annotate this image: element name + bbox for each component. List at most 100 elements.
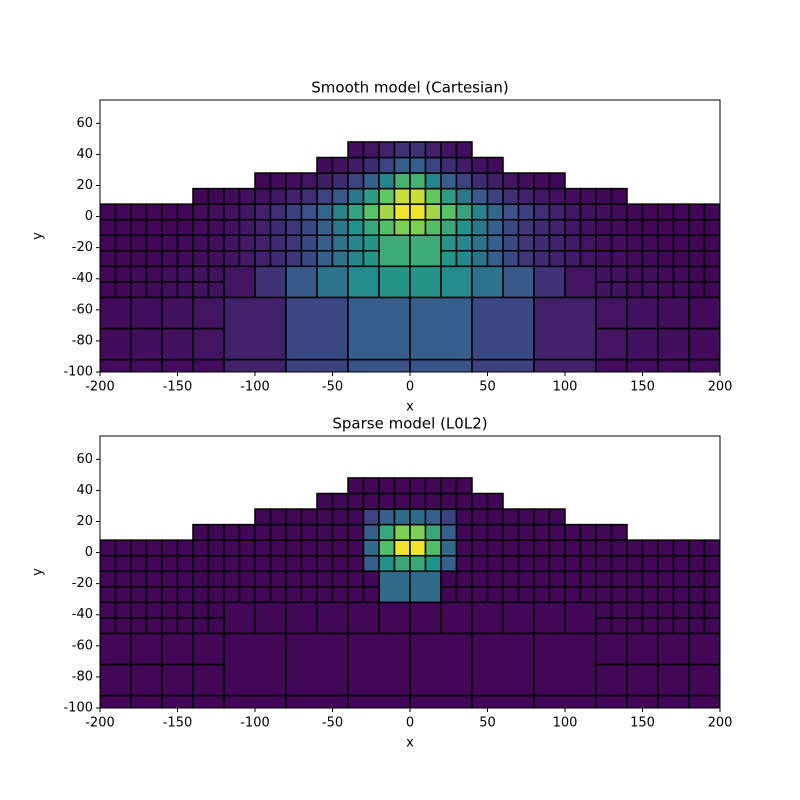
cell: [440, 187, 458, 205]
cell: [347, 203, 365, 221]
cell: [285, 632, 349, 697]
cell: [192, 617, 210, 635]
cell: [176, 234, 194, 252]
cell: [548, 523, 566, 541]
cell: [285, 586, 303, 604]
cell: [316, 187, 334, 205]
cell: [502, 218, 520, 236]
cell: [703, 250, 720, 268]
cell: [207, 187, 225, 205]
cell: [285, 234, 303, 252]
cell: [533, 172, 551, 190]
cell: [207, 250, 225, 268]
cell: [688, 203, 706, 221]
cell: [424, 218, 442, 236]
cell: [517, 508, 535, 526]
cell: [626, 234, 644, 252]
cell: [362, 218, 380, 236]
cell: [657, 265, 675, 283]
x-tick-label: -200: [85, 380, 115, 395]
cell: [316, 265, 349, 299]
cell: [564, 570, 582, 588]
cell: [347, 523, 365, 541]
cell: [579, 218, 597, 236]
cell: [223, 570, 241, 588]
cell: [533, 203, 551, 221]
cell: [145, 265, 163, 283]
cell: [471, 508, 489, 526]
cell: [626, 218, 644, 236]
cell: [409, 570, 442, 604]
x-tick-label: 0: [406, 380, 414, 395]
cell: [672, 265, 690, 283]
x-tick-label: 200: [708, 716, 733, 731]
cell: [393, 539, 411, 557]
cell: [548, 554, 566, 572]
cell: [455, 234, 473, 252]
cell: [207, 265, 225, 283]
cell: [378, 554, 396, 572]
cell: [223, 187, 241, 205]
cell: [114, 601, 132, 619]
cell: [440, 523, 458, 541]
cell: [285, 508, 303, 526]
cell: [362, 508, 380, 526]
cell: [254, 187, 272, 205]
cell: [238, 586, 256, 604]
cell: [145, 586, 163, 604]
cell: [455, 141, 473, 159]
cell: [688, 327, 720, 361]
cell: [610, 281, 628, 299]
cell: [223, 554, 241, 572]
cell: [657, 539, 675, 557]
cell: [595, 539, 613, 557]
cell: [145, 281, 163, 299]
cell: [100, 265, 117, 283]
cell: [192, 187, 210, 205]
cell: [100, 632, 132, 666]
cell: [362, 156, 380, 174]
cell: [626, 554, 644, 572]
cell: [626, 539, 644, 557]
cell: [455, 203, 473, 221]
cell: [502, 250, 520, 268]
cell: [145, 617, 163, 635]
y-tick-label: -80: [72, 333, 93, 348]
cell: [114, 539, 132, 557]
cell: [362, 187, 380, 205]
cell: [440, 172, 458, 190]
cell: [440, 586, 458, 604]
mesh: [100, 141, 720, 372]
cell: [641, 539, 659, 557]
cell: [703, 554, 720, 572]
cell: [316, 570, 334, 588]
cell: [626, 617, 644, 635]
cell: [285, 265, 318, 299]
cell: [471, 539, 489, 557]
y-axis-label: y: [31, 232, 46, 240]
cell: [626, 570, 644, 588]
cell: [300, 523, 318, 541]
cell: [703, 586, 720, 604]
cell: [207, 203, 225, 221]
cell: [703, 203, 720, 221]
x-tick-label: -200: [85, 716, 115, 731]
cell: [192, 523, 210, 541]
cell: [626, 586, 644, 604]
cell: [393, 172, 411, 190]
cell: [564, 218, 582, 236]
cell: [316, 586, 334, 604]
cell: [440, 508, 458, 526]
cell: [610, 570, 628, 588]
cell: [641, 234, 659, 252]
cell: [223, 539, 241, 557]
cell: [455, 570, 473, 588]
cell: [207, 570, 225, 588]
cell: [502, 203, 520, 221]
cell: [207, 523, 225, 541]
cell: [347, 187, 365, 205]
cell: [100, 296, 132, 330]
cell: [424, 172, 442, 190]
cell: [269, 554, 287, 572]
cell: [316, 156, 334, 174]
